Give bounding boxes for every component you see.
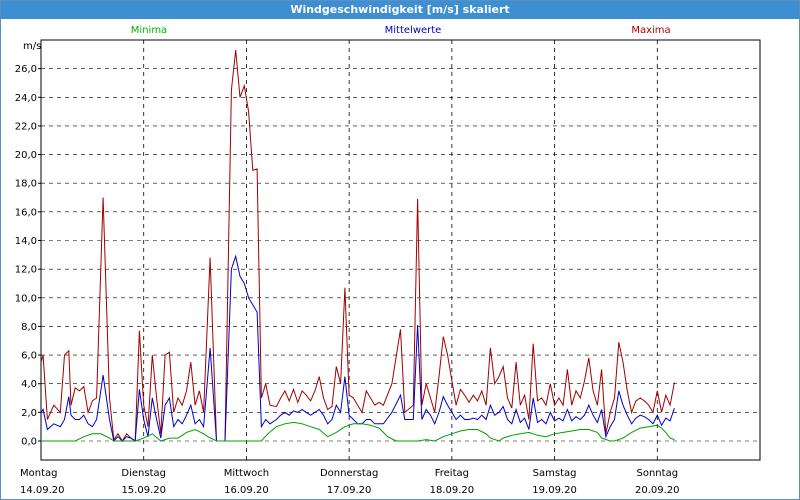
- y-tick-label: 12,0: [15, 265, 37, 276]
- legend-maxima: Maxima: [631, 25, 671, 36]
- x-tick-label-date: 18.09.20: [430, 485, 475, 496]
- window-title: Windgeschwindigkeit [m/s] skaliert: [1, 1, 799, 19]
- y-tick-label: 20,0: [15, 150, 37, 161]
- plot-frame: [40, 39, 761, 461]
- legend-minima: Minima: [130, 25, 168, 36]
- x-tick-label-day: Donnerstag: [320, 468, 378, 479]
- y-tick-label: 2,0: [21, 408, 37, 419]
- y-tick-label: 14,0: [15, 236, 37, 247]
- y-tick-label: 4,0: [21, 379, 37, 390]
- x-tick-label-day: Montag: [20, 468, 57, 479]
- y-tick-label: 8,0: [21, 322, 37, 333]
- x-tick-label-day: Mittwoch: [224, 468, 269, 479]
- y-tick-label: 24,0: [15, 93, 37, 104]
- y-tick-label: 6,0: [21, 351, 37, 362]
- x-tick-label-day: Freitag: [435, 468, 469, 479]
- y-tick-label: 16,0: [15, 207, 37, 218]
- x-tick-label-day: Dienstag: [121, 468, 166, 479]
- series-line-maxima: [40, 49, 675, 442]
- y-axis-unit: m/s: [23, 41, 42, 52]
- x-tick-label-date: 15.09.20: [121, 485, 166, 496]
- x-tick-label-date: 14.09.20: [20, 485, 65, 496]
- x-tick-label-day: Sonntag: [637, 468, 679, 479]
- x-tick-label-date: 17.09.20: [327, 485, 372, 496]
- y-tick-label: 18,0: [15, 179, 37, 190]
- y-tick-label: 0,0: [21, 437, 37, 448]
- y-tick-label: 22,0: [15, 121, 37, 132]
- y-tick-label: 10,0: [15, 293, 37, 304]
- legend-mittelwerte: Mittelwerte: [384, 25, 442, 36]
- x-tick-label-date: 16.09.20: [224, 485, 269, 496]
- y-tick-label: 26,0: [15, 64, 37, 75]
- x-tick-label-day: Samstag: [533, 468, 577, 479]
- x-tick-label-date: 20.09.20: [635, 485, 680, 496]
- series-line-minima: [41, 421, 675, 442]
- x-tick-label-date: 19.09.20: [532, 485, 577, 496]
